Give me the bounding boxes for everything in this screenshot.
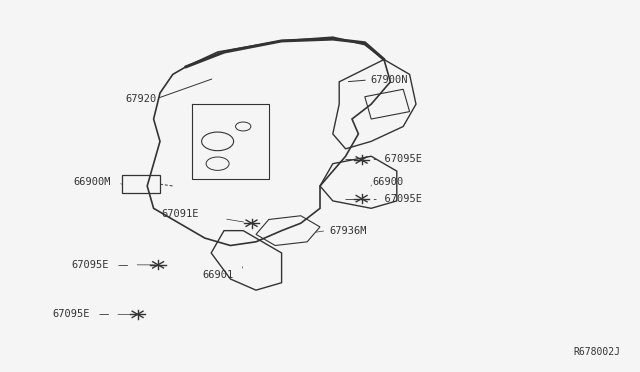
Text: —: — — [118, 260, 128, 270]
Text: 67900N: 67900N — [370, 75, 408, 85]
Text: 66900: 66900 — [372, 177, 404, 186]
Text: —: — — [345, 195, 355, 204]
Text: 67936M: 67936M — [330, 226, 367, 235]
Text: —: — — [345, 154, 355, 164]
Text: 67095E: 67095E — [71, 260, 109, 270]
Text: 66901: 66901 — [202, 270, 234, 280]
Text: 67920: 67920 — [125, 94, 157, 103]
Text: - 67095E: - 67095E — [372, 154, 422, 164]
Text: - 67095E: - 67095E — [372, 195, 422, 204]
Text: —: — — [99, 310, 109, 319]
Text: 67095E: 67095E — [52, 310, 90, 319]
Bar — [122, 175, 160, 193]
Text: R678002J: R678002J — [574, 347, 621, 357]
Text: 66900M: 66900M — [74, 177, 111, 187]
Text: 67091E: 67091E — [161, 209, 198, 219]
